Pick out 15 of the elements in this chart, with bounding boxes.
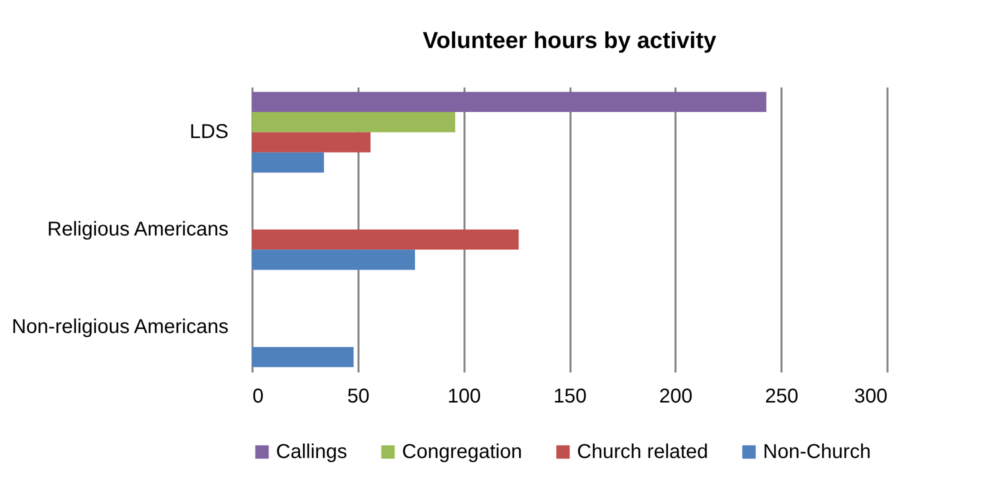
- legend-label: Congregation: [402, 441, 522, 463]
- y-tick-label: Non-religious Americans: [12, 316, 228, 338]
- legend-label: Callings: [276, 441, 348, 463]
- y-tick-label: Religious Americans: [47, 218, 228, 240]
- x-tick-label: 100: [447, 386, 481, 408]
- x-tick-label: 200: [659, 386, 693, 408]
- x-tick-label: 300: [854, 386, 888, 408]
- x-tick-label: 250: [764, 386, 798, 408]
- x-tick-label: 50: [347, 386, 370, 408]
- chart-title: Volunteer hours by activity: [422, 27, 716, 53]
- x-tick-label: 150: [553, 386, 587, 408]
- y-tick-label: LDS: [190, 121, 228, 144]
- x-tick-label: 0: [252, 386, 264, 408]
- legend-label: Church related: [577, 441, 708, 463]
- legend-label: Non-Church: [763, 441, 871, 463]
